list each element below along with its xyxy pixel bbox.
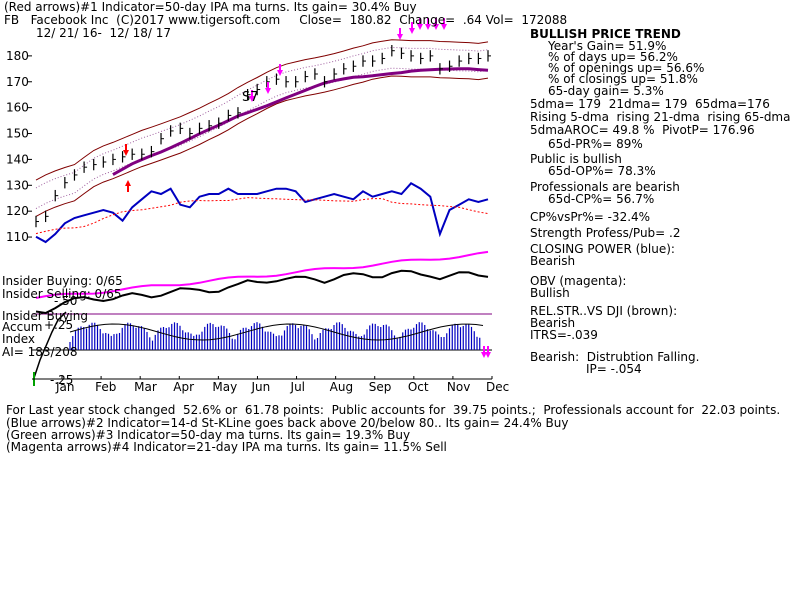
cp-vs-pr: CP%vsPr%= -32.4% — [530, 210, 651, 224]
dma-values: 5dma= 179 21dma= 179 65dma=176 — [530, 97, 770, 111]
footer-change-summary: For Last year stock changed 52.6% or 61.… — [6, 403, 781, 417]
obv-line — [35, 250, 489, 299]
x-month-label: Nov — [447, 380, 470, 394]
y-tick-label: 170 — [6, 75, 29, 89]
down-arrow-icon — [485, 352, 491, 358]
cp-percent: 65d-CP%= 56.7% — [548, 192, 655, 206]
index-label: Index — [2, 332, 36, 346]
rel-str-status: Bearish — [530, 316, 576, 330]
closings-up: % of closings up= 51.8% — [548, 72, 698, 86]
up-arrow-icon — [125, 180, 131, 186]
price-band-line — [35, 67, 489, 210]
accumulation-panel — [32, 311, 492, 386]
accum-plus25-label: +.25 — [44, 318, 74, 332]
down-arrow-icon — [277, 70, 283, 76]
strength-ratio: Strength Profess/Pub= .2 — [530, 226, 681, 240]
x-month-label: Oct — [408, 380, 429, 394]
down-arrow-icon — [397, 34, 403, 40]
ma-65-line — [112, 67, 489, 176]
signal-annotation-s7: S7 — [242, 90, 259, 105]
x-month-label: Jun — [250, 380, 270, 394]
x-month-label: Aug — [330, 380, 353, 394]
price-band-line — [35, 39, 489, 181]
obv-title: OBV (magenta): — [530, 274, 627, 288]
rising-dmas: Rising 5-dma rising 21-dma rising 65-dma — [530, 110, 791, 124]
closing-power-panel — [35, 182, 489, 244]
pr-percent: 65d-PR%= 89% — [548, 137, 643, 151]
x-month-label: Jan — [55, 380, 75, 394]
minus50-label: -.50 — [54, 294, 78, 308]
x-month-label: Feb — [95, 380, 116, 394]
relative-strength-panel — [32, 269, 492, 315]
x-month-label: Mar — [134, 380, 157, 394]
ip-value: IP= -.054 — [586, 362, 642, 376]
down-arrow-icon — [417, 24, 423, 30]
x-month-label: Dec — [486, 380, 509, 394]
footer-green-arrows: (Green arrows)#3 Indicator=50-day ma tur… — [6, 428, 411, 442]
y-tick-label: 120 — [6, 204, 29, 218]
insider-selling-label: Insider Selling: 0/65 — [2, 287, 122, 301]
accum-label: Accum — [2, 320, 43, 334]
closing-power-status: Bearish — [530, 254, 576, 268]
down-arrow-icon — [441, 24, 447, 30]
header-ticker-line: FB Facebook Inc (C)2017 www.tigersoft.co… — [4, 13, 568, 27]
aroc-pivot: 5dmaAROC= 49.8 % PivotP= 176.96 — [530, 123, 755, 137]
obv-panel — [35, 250, 489, 299]
trend-title: BULLISH PRICE TREND — [530, 27, 681, 41]
price-panel — [35, 39, 491, 228]
price-band-line — [35, 75, 489, 217]
itrs-value: ITRS=-.039 — [530, 328, 598, 342]
down-arrow-icon — [433, 24, 439, 30]
y-tick-label: 110 — [6, 230, 29, 244]
y-tick-label: 130 — [6, 178, 29, 192]
year-gain: Year's Gain= 51.9% — [548, 39, 667, 53]
down-arrow-icon — [425, 24, 431, 30]
down-arrow-icon — [481, 352, 487, 358]
x-month-label: May — [212, 380, 237, 394]
header-indicator-line: (Red arrows)#1 Indicator=50-day IPA ma t… — [4, 0, 417, 14]
x-axis-labels: Jan Feb Mar Apr May Jun Jul Aug Sep Oct Nov Dec — [32, 376, 509, 394]
signal-arrows — [123, 18, 491, 358]
y-tick-label: 150 — [6, 127, 29, 141]
minus25-label: -.25 — [50, 373, 74, 387]
y-tick-label: 160 — [6, 101, 29, 115]
rel-str-title: REL.STR..VS DJI (brown): — [530, 304, 678, 318]
header-date-range: 12/ 21/ 16- 12/ 18/ 17 — [36, 26, 172, 40]
op-percent: 65d-OP%= 78.3% — [548, 164, 656, 178]
price-band-line — [35, 46, 489, 189]
closing-power-ma — [35, 197, 489, 235]
y-tick-label: 180 — [6, 49, 29, 63]
x-month-label: Jul — [290, 380, 305, 394]
closing-power-title: CLOSING POWER (blue): — [530, 242, 675, 256]
down-arrow-icon — [409, 28, 415, 34]
down-arrow-icon — [249, 96, 255, 102]
insider-buying-label: Insider Buying: 0/65 — [2, 274, 123, 288]
x-month-label: Apr — [173, 380, 194, 394]
accum-ma-line — [69, 323, 484, 341]
days-up: % of days up= 56.2% — [548, 50, 678, 64]
professionals-status: Professionals are bearish — [530, 180, 680, 194]
y-axis-ticks: 110 120 130 140 150 160 170 180 — [6, 49, 32, 244]
x-month-label: Sep — [369, 380, 392, 394]
footer-blue-arrows: (Blue arrows)#2 Indicator=14-d St-KLine … — [6, 416, 569, 430]
insider-buying-label-2: Insider Buying — [2, 309, 88, 323]
distribution-status: Bearish: Distrubtion Falling. — [530, 350, 700, 364]
y-tick-label: 140 — [6, 152, 29, 166]
closing-power-line — [35, 182, 489, 244]
gain-65-day: 65-day gain= 5.3% — [548, 84, 664, 98]
down-arrow-icon — [265, 88, 271, 94]
accum-start-line — [33, 311, 67, 379]
relative-strength-line — [35, 269, 489, 315]
public-status: Public is bullish — [530, 152, 622, 166]
ai-label: AI= 183/208 — [2, 345, 78, 359]
down-arrow-icon — [123, 150, 129, 156]
obv-status: Bullish — [530, 286, 570, 300]
footer-magenta-arrows: (Magenta arrows)#4 Indicator=21-day IPA … — [6, 440, 447, 454]
openings-up: % of openings up= 56.6% — [548, 61, 705, 75]
